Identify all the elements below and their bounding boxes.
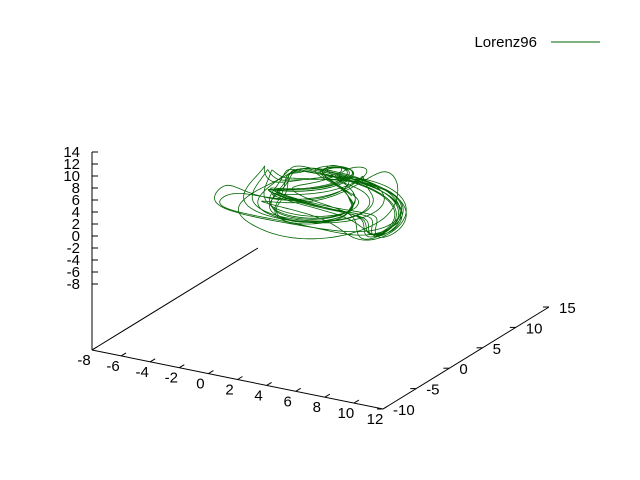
x-tick-mark [266,381,272,386]
y-tick-label: 0 [459,361,467,378]
axis-ticks: -8 -6 -4 -2 0 2 4 6 8 10 12-10-5051015-8-6-4-20246… [63,144,575,428]
y-tick-label: 5 [493,341,501,358]
x-tick-mark [208,370,214,375]
series-line-lorenz96 [214,164,407,241]
x-tick-mark [353,399,360,404]
x-tick-mark [149,358,156,363]
y-tick-label: 10 [526,320,543,337]
x-tick-label: -4 [136,364,149,381]
x-tick-mark [120,352,127,357]
z-tick-label: 0 [72,228,80,245]
z-tick-label: 12 [63,156,80,173]
axes-box [91,152,550,410]
x-tick-label: -2 [165,370,178,387]
x-tick-label: 0 [196,376,204,393]
y-tick-label: 15 [559,300,576,317]
x-tick-label: 10 [338,405,355,422]
x-tick-label: -6 [106,358,119,375]
z-tick-label: 10 [63,168,80,185]
x-tick-mark [179,364,185,369]
x-tick-mark [382,405,389,410]
x-tick-label: 12 [367,411,384,428]
x-tick-mark [237,376,243,380]
z-tick-label: -2 [67,240,80,257]
legend-label-lorenz96: Lorenz96 [474,34,537,51]
x-tick-label: 4 [254,387,262,404]
x-tick-mark [295,387,301,392]
y-tick-label: -10 [393,402,415,419]
x-tick-label: 8 [313,399,321,416]
x-tick-label: 2 [225,382,233,399]
z-tick-label: -6 [67,264,80,281]
y-axis-line [382,306,550,410]
x-tick-label: -8 [77,352,90,369]
back-y-axis-line [91,247,259,351]
legend: Lorenz96 [474,34,600,51]
z-tick-label: 6 [72,192,80,209]
z-tick-label: 2 [72,216,80,233]
x-tick-label: 6 [284,393,292,410]
x-tick-mark [91,346,98,351]
y-tick-label: -5 [426,382,439,399]
z-tick-label: -8 [67,276,80,293]
z-tick-label: 8 [72,180,80,197]
z-tick-label: 4 [72,204,80,221]
trajectory-layer [214,164,407,241]
z-tick-label: 14 [63,144,80,161]
z-tick-label: -4 [67,252,80,269]
x-tick-mark [324,393,331,398]
